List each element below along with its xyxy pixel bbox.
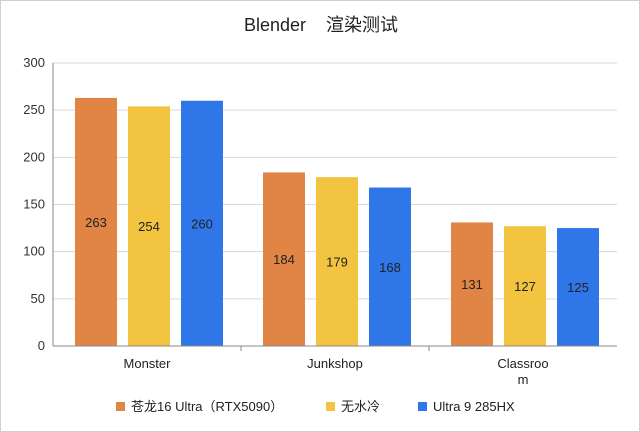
legend-label: 苍龙16 Ultra（RTX5090）	[131, 399, 283, 414]
x-category-label: Junkshop	[307, 356, 363, 371]
bar	[504, 226, 546, 346]
y-tick-label: 150	[23, 197, 45, 212]
legend: 苍龙16 Ultra（RTX5090） 无水冷 Ultra 9 285HX	[116, 399, 515, 414]
y-tick-label: 200	[23, 149, 45, 164]
x-category-label: m	[518, 372, 529, 387]
bar	[263, 172, 305, 346]
legend-label: 无水冷	[341, 399, 380, 414]
bar	[369, 187, 411, 346]
data-label: 184	[273, 252, 295, 267]
bar	[181, 100, 223, 346]
x-category-label: Classroo	[497, 356, 548, 371]
y-tick-label: 250	[23, 102, 45, 117]
bar	[316, 177, 358, 346]
bar	[557, 228, 599, 346]
y-axis-ticks: 0 50 100 150 200 250 300	[23, 55, 45, 353]
chart-title: Blender 渲染测试	[244, 15, 398, 35]
bar	[75, 97, 117, 346]
data-label: 260	[191, 216, 213, 231]
y-tick-label: 100	[23, 244, 45, 259]
data-label: 127	[514, 279, 536, 294]
data-labels: 263 254 260 184 179 168 131 127 125	[85, 215, 589, 295]
legend-swatch	[326, 402, 335, 411]
bars	[75, 97, 599, 346]
bar	[451, 222, 493, 346]
legend-label: Ultra 9 285HX	[433, 399, 515, 414]
legend-swatch	[418, 402, 427, 411]
y-tick-label: 0	[38, 338, 45, 353]
data-label: 179	[326, 255, 348, 270]
x-category-label: Monster	[124, 356, 172, 371]
legend-swatch	[116, 402, 125, 411]
bar	[128, 106, 170, 346]
data-label: 125	[567, 280, 589, 295]
y-tick-label: 300	[23, 55, 45, 70]
data-label: 263	[85, 215, 107, 230]
y-tick-label: 50	[31, 291, 45, 306]
data-label: 254	[138, 219, 160, 234]
data-label: 168	[379, 260, 401, 275]
data-label: 131	[461, 277, 483, 292]
